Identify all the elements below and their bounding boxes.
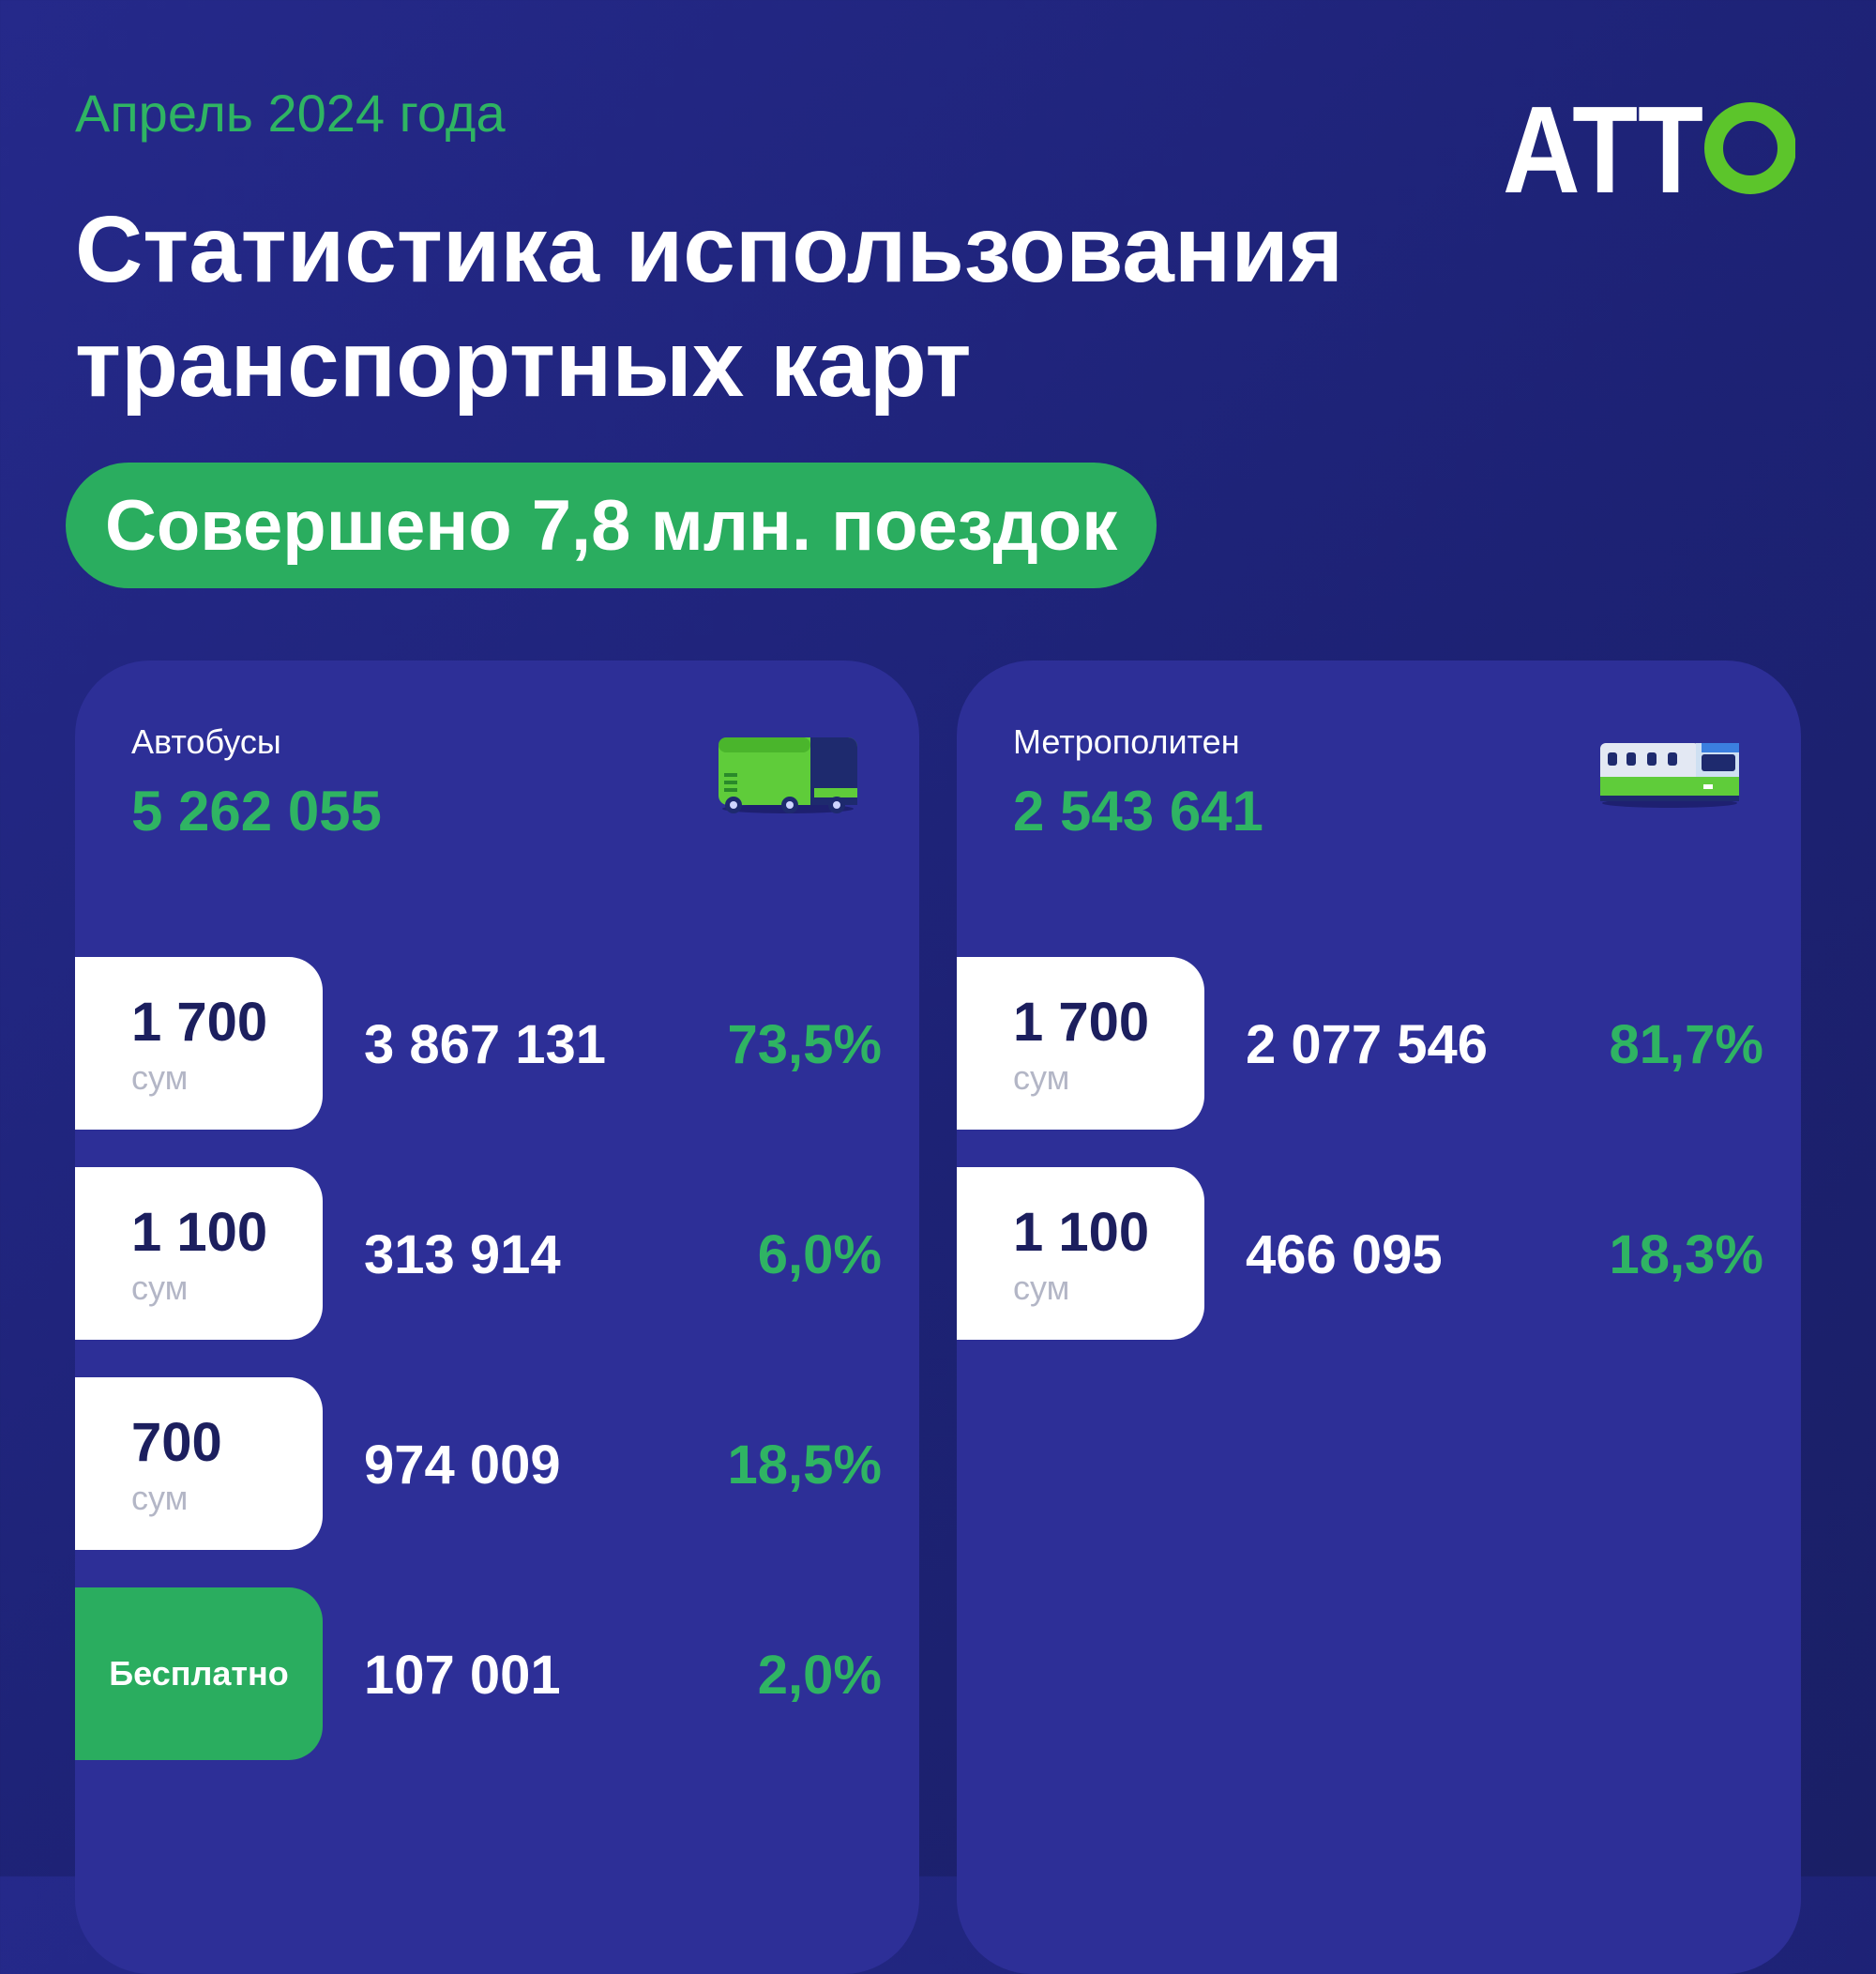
trip-share-percent: 73,5% bbox=[727, 1014, 882, 1075]
buses-card: Автобусы 5 262 055 1 700 сум 3 867 131 7… bbox=[75, 661, 919, 1974]
fare-price: 700 bbox=[131, 1412, 222, 1473]
fare-row: 1 100 сум 466 095 18,3% bbox=[957, 1167, 1801, 1340]
metro-card: Метрополитен 2 543 641 1 700 сум 2 077 5… bbox=[957, 661, 1801, 1974]
trip-count: 313 914 bbox=[364, 1224, 561, 1285]
metro-train-icon bbox=[1600, 743, 1739, 808]
fare-price: 1 700 bbox=[1013, 992, 1150, 1053]
fare-price-box: 1 100 сум bbox=[957, 1167, 1204, 1340]
fare-currency: сум bbox=[131, 1268, 189, 1307]
fare-price: 1 100 bbox=[131, 1202, 268, 1263]
fare-currency: сум bbox=[131, 1058, 189, 1097]
card-title-metro: Метрополитен bbox=[1013, 722, 1240, 761]
card-title-buses: Автобусы bbox=[131, 722, 281, 761]
fare-row: 700 сум 974 009 18,5% bbox=[75, 1377, 919, 1550]
svg-text:ATT: ATT bbox=[1503, 101, 1703, 195]
buses-total: 5 262 055 bbox=[131, 780, 382, 843]
fare-price: 1 100 bbox=[1013, 1202, 1150, 1263]
title-line-2: транспортных карт bbox=[75, 311, 972, 417]
trip-count: 974 009 bbox=[364, 1435, 561, 1496]
date-label: Апрель 2024 года bbox=[75, 84, 506, 143]
free-fare-label: Бесплатно bbox=[109, 1654, 289, 1693]
fare-price-box: 1 700 сум bbox=[75, 957, 323, 1130]
fare-currency: сум bbox=[1013, 1268, 1070, 1307]
trip-count: 466 095 bbox=[1246, 1224, 1443, 1285]
fare-price: 1 700 bbox=[131, 992, 268, 1053]
atto-logo: ATT bbox=[1503, 101, 1795, 195]
trip-share-percent: 81,7% bbox=[1609, 1014, 1763, 1075]
fare-currency: сум bbox=[1013, 1058, 1070, 1097]
fare-price-box: 1 700 сум bbox=[957, 957, 1204, 1130]
title-line-1: Статистика использования bbox=[75, 197, 1344, 302]
fare-row: 1 100 сум 313 914 6,0% bbox=[75, 1167, 919, 1340]
fare-price-box: 700 сум bbox=[75, 1377, 323, 1550]
trip-share-percent: 18,5% bbox=[727, 1435, 882, 1496]
fare-row-free: Бесплатно 107 001 2,0% bbox=[75, 1587, 919, 1760]
page-title: Статистика использования транспортных ка… bbox=[75, 192, 1343, 421]
trip-count: 3 867 131 bbox=[364, 1014, 607, 1075]
trip-share-percent: 18,3% bbox=[1609, 1224, 1763, 1285]
free-fare-badge: Бесплатно bbox=[75, 1587, 323, 1760]
trip-count: 107 001 bbox=[364, 1645, 561, 1706]
fare-price-box: 1 100 сум bbox=[75, 1167, 323, 1340]
fare-row: 1 700 сум 2 077 546 81,7% bbox=[957, 957, 1801, 1130]
trips-summary-badge: Совершено 7,8 млн. поездок bbox=[66, 463, 1157, 588]
fare-row: 1 700 сум 3 867 131 73,5% bbox=[75, 957, 919, 1130]
trip-count: 2 077 546 bbox=[1246, 1014, 1489, 1075]
trip-share-percent: 2,0% bbox=[757, 1645, 882, 1706]
bus-icon bbox=[719, 737, 857, 813]
metro-total: 2 543 641 bbox=[1013, 780, 1263, 843]
trip-share-percent: 6,0% bbox=[757, 1224, 882, 1285]
fare-currency: сум bbox=[131, 1479, 189, 1517]
